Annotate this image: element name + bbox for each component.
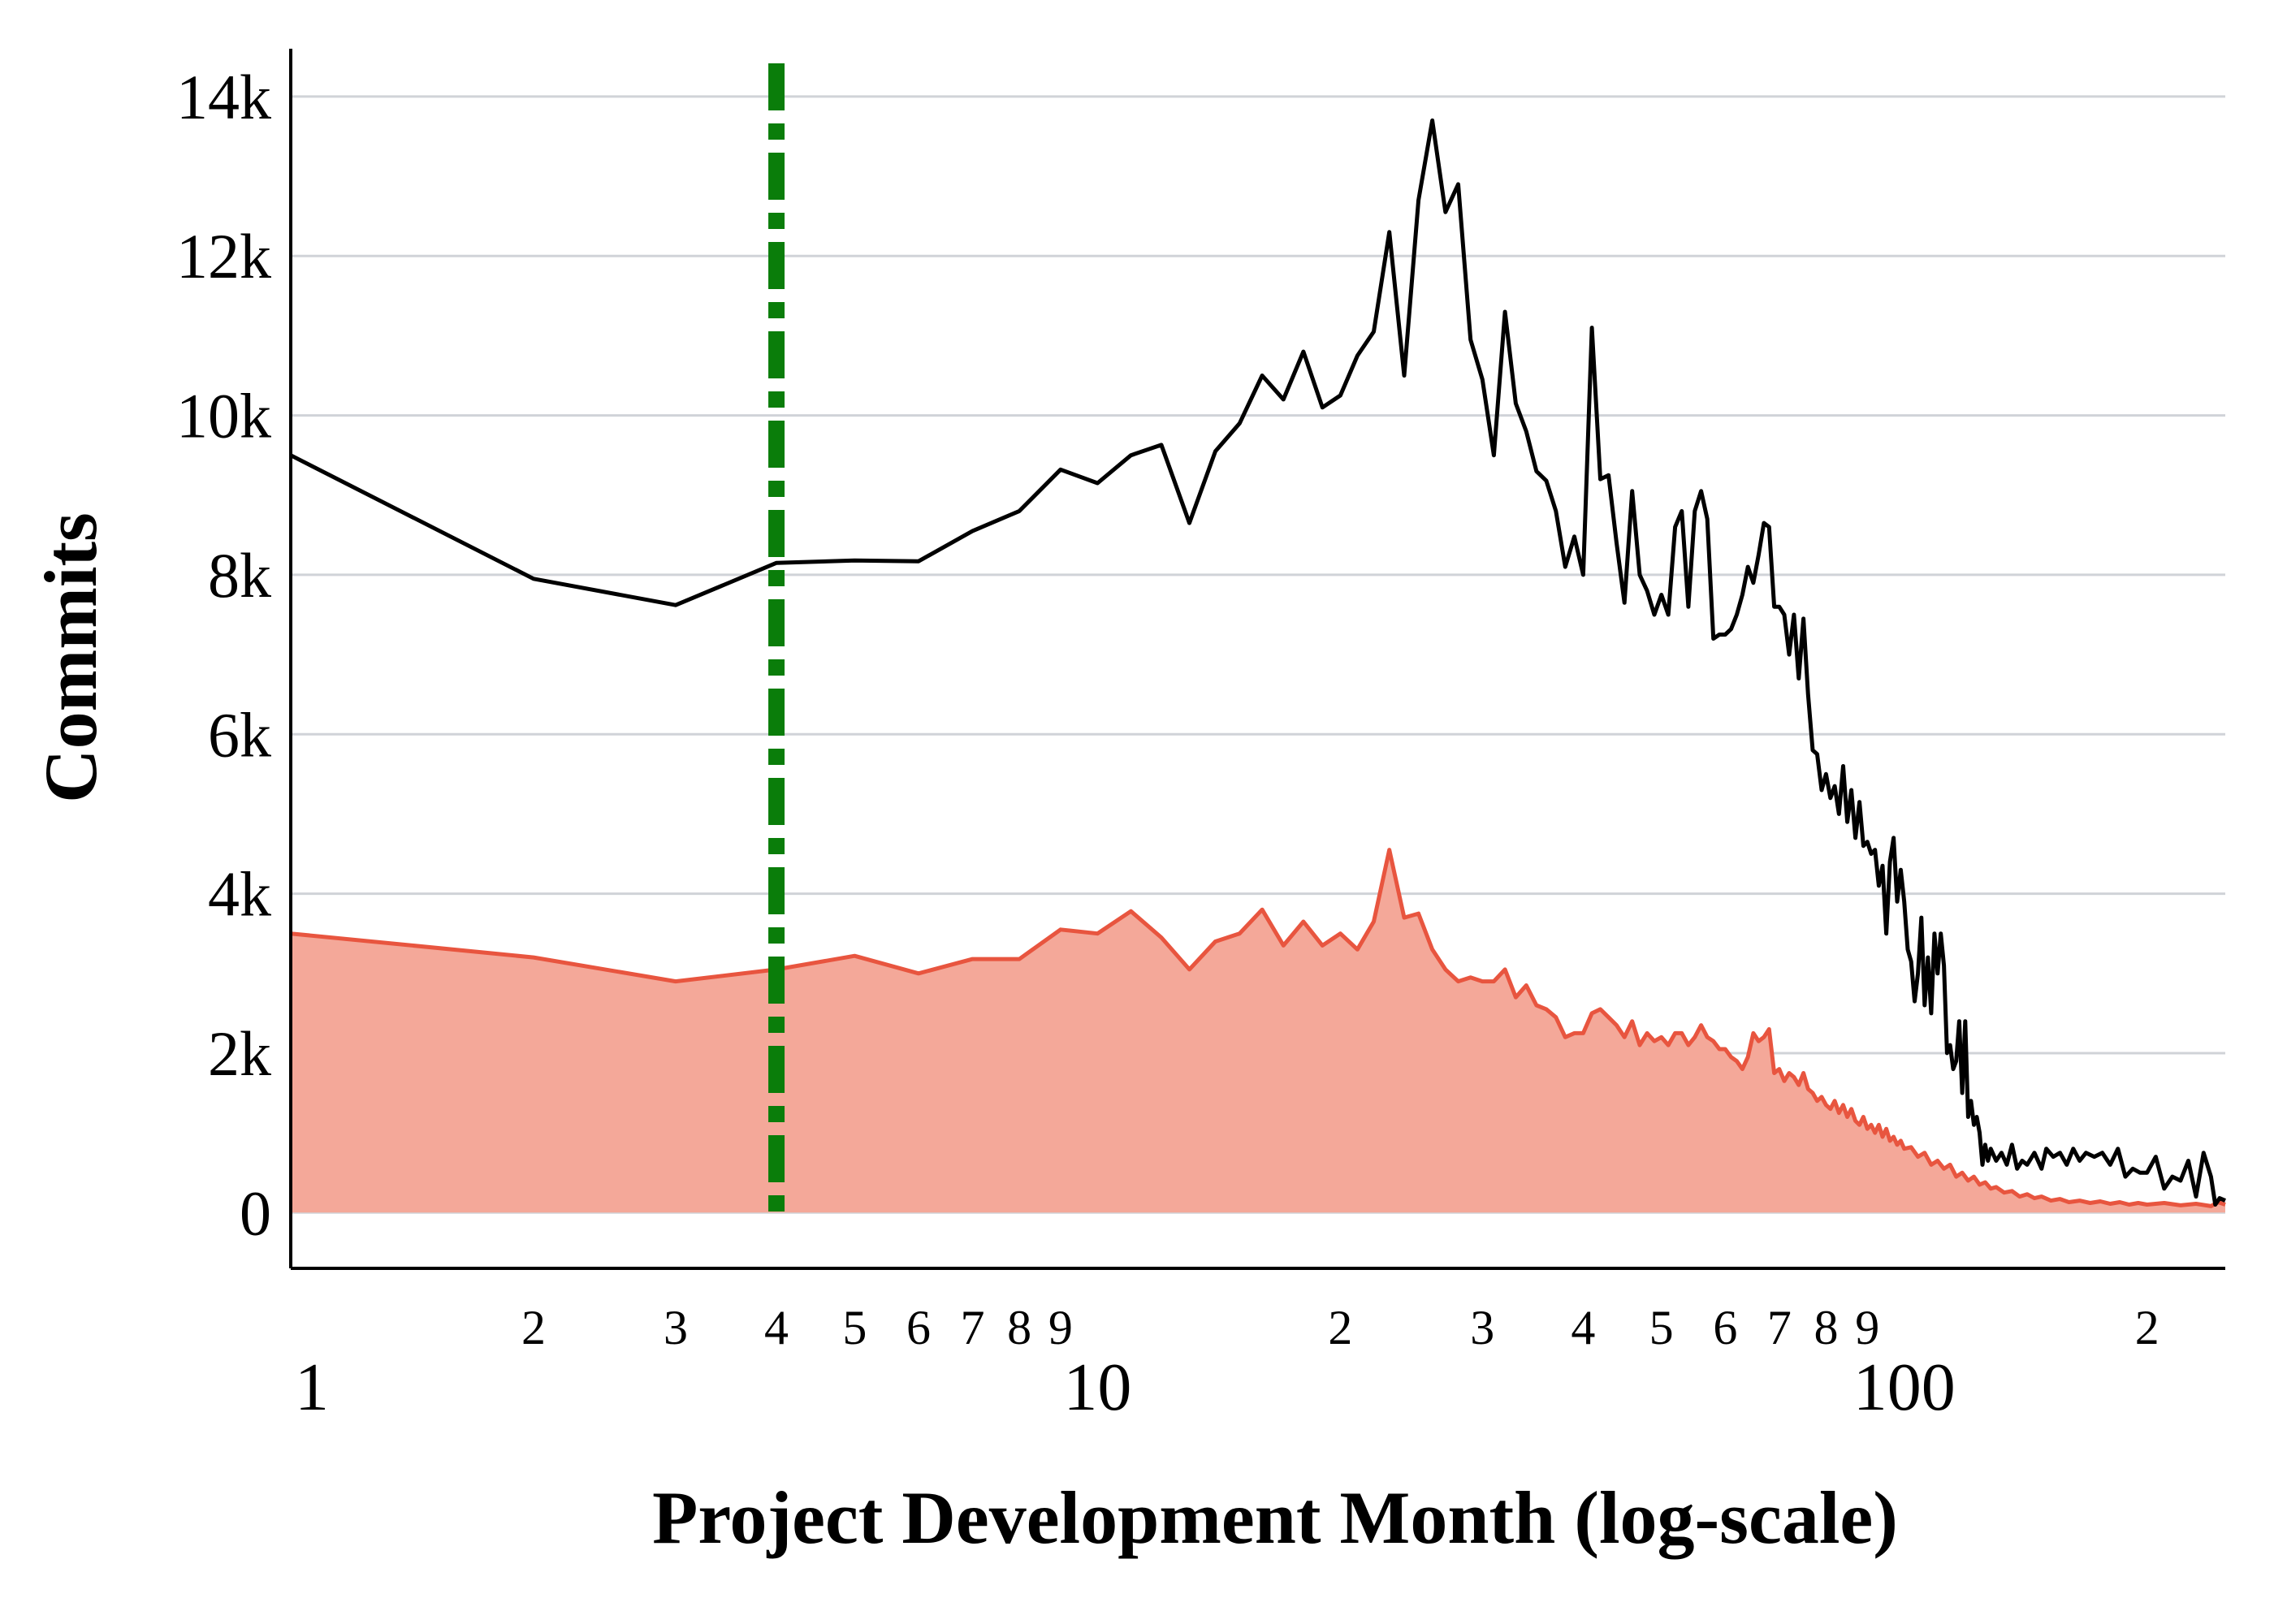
x-minor-tick-label-7: 7 <box>960 1301 984 1354</box>
x-minor-tick-label-200: 2 <box>2135 1301 2159 1354</box>
y-tick-labels: 0 2k 4k 6k 8k 10k 12k 14k <box>176 62 271 1248</box>
subset-series-line <box>290 848 2226 1208</box>
y-tick-label-6k: 6k <box>208 699 271 770</box>
total-series-line <box>289 118 2226 1207</box>
y-tick-label-10k: 10k <box>176 381 271 451</box>
y-tick-label-8k: 8k <box>208 540 271 611</box>
y-tick-label-4k: 4k <box>208 859 271 930</box>
x-minor-tick-label-60: 6 <box>1713 1301 1737 1354</box>
y-tick-label-0: 0 <box>240 1177 271 1248</box>
x-minor-tick-label-5: 5 <box>842 1301 867 1354</box>
x-minor-tick-label-70: 7 <box>1767 1301 1792 1354</box>
x-axis-title: Project Development Month (log-scale) <box>652 1476 1898 1559</box>
x-minor-tick-label-6: 6 <box>906 1301 931 1354</box>
x-minor-tick-label-90: 9 <box>1855 1301 1879 1354</box>
x-major-tick-label-10: 10 <box>1063 1350 1131 1425</box>
x-major-tick-label-100: 100 <box>1853 1350 1956 1425</box>
y-tick-label-14k: 14k <box>176 62 271 132</box>
subset-series-area <box>291 849 2225 1213</box>
y-tick-label-12k: 12k <box>176 221 271 292</box>
x-minor-tick-label-9: 9 <box>1048 1301 1073 1354</box>
y-tick-label-2k: 2k <box>208 1018 271 1089</box>
x-major-tick-label-1: 1 <box>295 1350 329 1425</box>
axes <box>289 49 2225 1270</box>
x-minor-tick-label-3: 3 <box>664 1301 688 1354</box>
grid-lines <box>291 95 2225 1214</box>
x-minor-tick-label-50: 5 <box>1649 1301 1674 1354</box>
x-minor-tick-label-4: 4 <box>764 1301 789 1354</box>
x-minor-tick-label-30: 3 <box>1470 1301 1494 1354</box>
x-minor-tick-label-40: 4 <box>1571 1301 1595 1354</box>
x-tick-labels: 2 3 4 5 6 7 8 9 2 3 4 5 6 7 8 9 21 10 100 <box>295 1301 2159 1425</box>
total-series <box>289 118 2226 1207</box>
x-minor-tick-label-2: 2 <box>521 1301 546 1354</box>
subset-series <box>290 848 2226 1213</box>
x-minor-tick-label-80: 8 <box>1814 1301 1838 1354</box>
y-axis-title: Commits <box>29 512 112 803</box>
x-minor-tick-label-20: 2 <box>1328 1301 1352 1354</box>
x-minor-tick-label-8: 8 <box>1007 1301 1031 1354</box>
